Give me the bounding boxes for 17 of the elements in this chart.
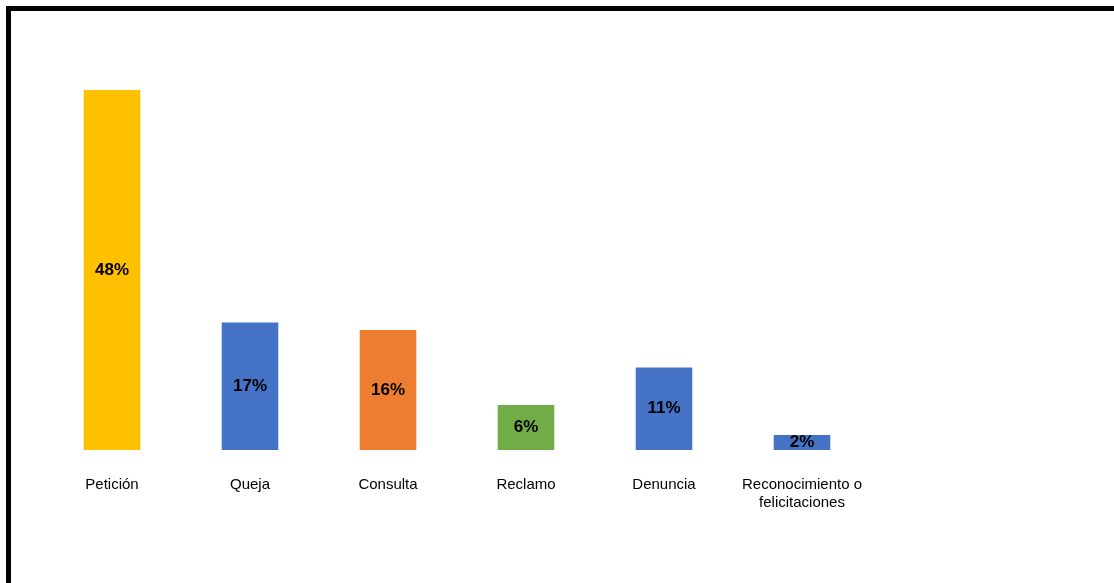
data-label: 2% xyxy=(789,432,815,452)
data-label: 6% xyxy=(513,417,539,437)
bar xyxy=(359,330,417,450)
x-tick-label: Reclamo xyxy=(496,475,556,493)
x-tick-label: Queja xyxy=(229,475,271,493)
bar xyxy=(497,405,555,450)
x-tick-label: Consulta xyxy=(358,475,419,493)
x-tick-label: Denuncia xyxy=(632,475,697,493)
data-label: 16% xyxy=(370,379,406,399)
x-tick-label: Petición xyxy=(85,475,139,493)
data-label: 11% xyxy=(647,398,681,418)
x-tick-label: Reconocimiento o felicitaciones xyxy=(741,475,863,511)
bar xyxy=(221,322,279,450)
data-label: 48% xyxy=(94,259,130,279)
data-label: 17% xyxy=(232,375,268,395)
bar xyxy=(83,90,141,450)
bar xyxy=(635,367,693,450)
